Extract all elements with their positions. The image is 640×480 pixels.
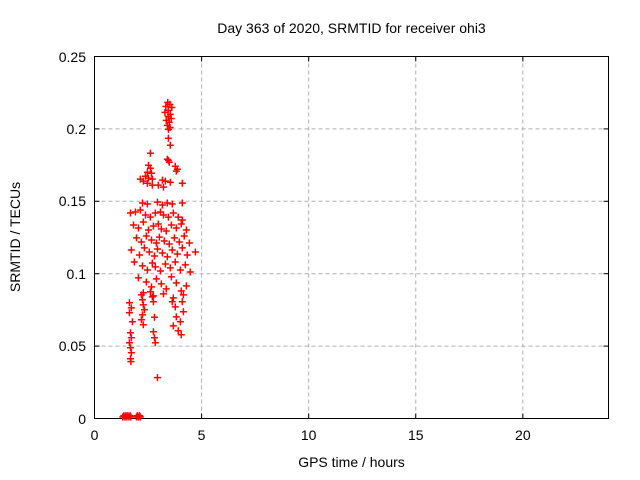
y-tick-label: 0 [78, 410, 86, 427]
x-axis-label: GPS time / hours [298, 454, 405, 470]
x-tick-label: 15 [407, 427, 424, 443]
x-tick-label: 5 [197, 427, 206, 443]
y-tick-label: 0.2 [66, 120, 86, 137]
plot-border [94, 56, 609, 419]
chart-title: Day 363 of 2020, SRMTID for receiver ohi… [217, 20, 486, 36]
y-axis-label: SRMTID / TECUs [7, 181, 23, 293]
y-tick-label: 0.25 [58, 48, 86, 65]
x-tick-label: 0 [90, 427, 99, 443]
y-tick-label: 0.1 [66, 265, 86, 282]
data-point-markers [119, 98, 199, 421]
x-tick-label: 10 [300, 427, 317, 443]
x-tick-label: 20 [515, 427, 531, 443]
y-tick-label: 0.05 [58, 338, 86, 355]
plot-area [94, 56, 609, 421]
y-tick-label: 0.15 [58, 193, 86, 210]
